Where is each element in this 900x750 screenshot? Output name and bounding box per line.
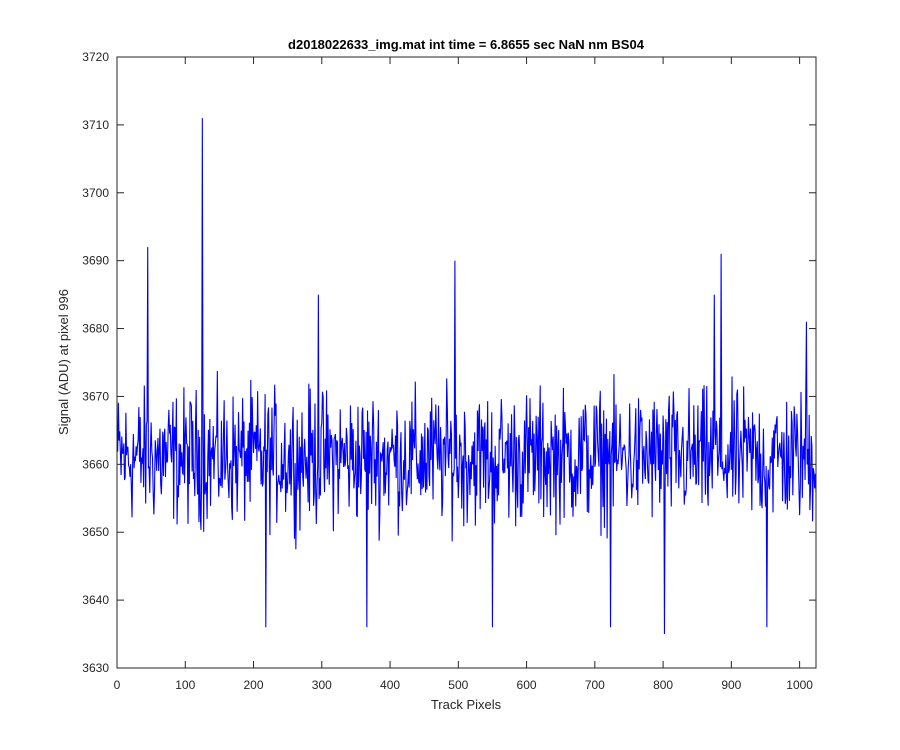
x-tick-label: 100 <box>175 678 195 692</box>
x-tick-label: 1000 <box>786 678 813 692</box>
x-tick-label: 300 <box>312 678 332 692</box>
y-tick-label: 3670 <box>82 389 109 403</box>
y-tick-label: 3630 <box>82 661 109 675</box>
signal-series-line <box>117 118 817 635</box>
y-tick-label: 3700 <box>82 186 109 200</box>
x-tick-label: 700 <box>585 678 605 692</box>
plot-area <box>117 57 816 668</box>
x-tick-label: 600 <box>517 678 537 692</box>
x-axis-label: Track Pixels <box>431 697 502 712</box>
plot-background <box>117 57 816 668</box>
x-tick-label: 200 <box>244 678 264 692</box>
axes-box <box>116 56 817 669</box>
y-tick-label: 3720 <box>82 50 109 64</box>
chart-title: d2018022633_img.mat int time = 6.8655 se… <box>288 37 645 52</box>
y-tick-label: 3640 <box>82 593 109 607</box>
y-tick-label: 3650 <box>82 525 109 539</box>
x-tick-label: 0 <box>114 678 121 692</box>
series-layer <box>117 118 817 635</box>
y-axis-label: Signal (ADU) at pixel 996 <box>56 289 71 435</box>
x-tick-label: 800 <box>653 678 673 692</box>
y-tick-label: 3660 <box>82 457 109 471</box>
y-tick-label: 3690 <box>82 254 109 268</box>
x-tick-label: 500 <box>448 678 468 692</box>
x-tick-label: 900 <box>721 678 741 692</box>
axes-layer: 0 100 200 300 400 500 600 700 800 900 1000 3630 3640… <box>82 50 817 692</box>
y-tick-label: 3710 <box>82 118 109 132</box>
y-tick-label: 3680 <box>82 322 109 336</box>
x-tick-label: 400 <box>380 678 400 692</box>
